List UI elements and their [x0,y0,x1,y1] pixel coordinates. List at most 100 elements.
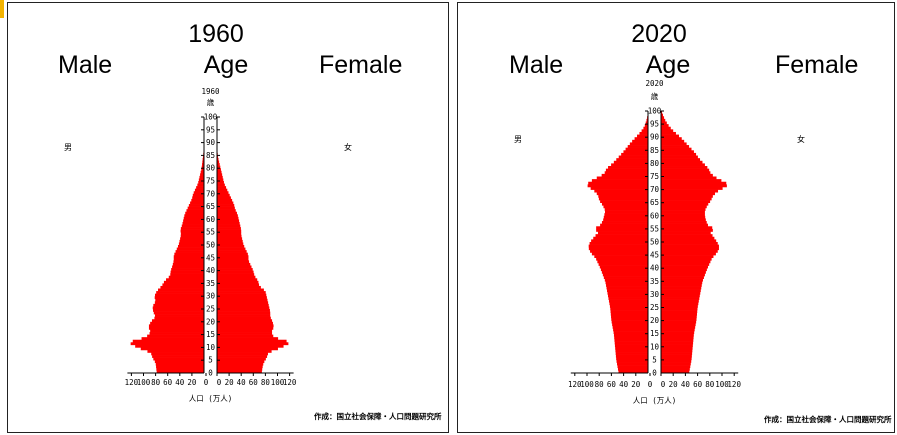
female-bar-age-92 [661,129,674,133]
female-bar-age-21 [217,316,271,320]
female-bar-age-51 [661,236,715,240]
female-bar-age-57 [217,224,241,228]
female-bar-age-27 [661,299,699,303]
female-bar-age-12 [217,339,287,343]
female-bar-age-18 [661,323,696,327]
female-bar-age-35 [661,278,703,282]
female-bar-age-2 [217,365,263,369]
female-bar-age-17 [661,325,696,329]
age-tick-label: 40 [650,264,660,273]
source-credit: 作成：国立社会保障・人口問題研究所 [764,414,892,424]
female-bar-age-39 [661,268,707,272]
female-bar-age-1 [661,367,690,371]
male-bar-age-56 [600,223,648,227]
female-bar-age-20 [217,319,273,323]
female-bar-age-72 [661,181,727,185]
female-bar-age-8 [217,349,272,353]
age-tick-label: 60 [206,215,216,224]
male-bar-age-4 [154,360,204,364]
x-tick-label: 100 [271,378,285,387]
female-bar-age-79 [661,163,705,167]
female-bar-age-15 [661,331,695,334]
age-tick-label: 55 [650,224,659,233]
male-bar-age-20 [611,317,648,321]
age-tick-label: 65 [206,202,215,211]
x-tick-label: 60 [163,378,173,387]
male-bar-age-83 [621,152,648,156]
male-bar-age-12 [614,338,648,342]
x-tick-label: 20 [669,380,679,389]
chart-panel-1960: 1960 Male Age Female 0 5 10 15 20 25 30 35 40 45 5… [7,2,449,433]
female-bar-age-60 [661,213,705,217]
female-bar-age-1 [217,367,263,371]
male-bar-age-3 [155,362,204,366]
female-bar-age-25 [217,306,270,310]
male-bar-age-51 [179,239,204,243]
male-bar-age-7 [615,352,648,355]
female-bar-age-90 [661,134,679,138]
male-bar-age-5 [616,357,648,361]
male-bar-age-25 [152,306,204,310]
female-bar-age-22 [217,314,271,317]
female-bar-age-73 [217,183,225,187]
male-bar-age-8 [147,349,204,353]
age-tick-label: 10 [650,342,660,351]
female-bar-age-98 [661,113,663,117]
male-bar-age-76 [199,175,204,179]
female-bar-age-69 [661,189,719,193]
age-tick-label: 15 [206,330,215,339]
female-bar-age-20 [661,317,697,321]
male-bar-age-36 [166,278,204,282]
male-bar-age-40 [171,268,204,271]
male-bar-age-57 [181,224,204,228]
x-tick-label: 120 [125,378,139,387]
male-bar-age-54 [596,228,648,232]
male-bar-age-65 [188,204,204,207]
male-bar-age-77 [200,173,204,177]
female-bar-age-38 [661,270,706,274]
female-bar-age-23 [217,311,271,315]
female-bar-age-71 [217,188,228,192]
male-bar-age-50 [591,239,648,243]
male-bar-age-73 [591,179,648,183]
age-tick-label: 75 [650,172,659,181]
female-bar-age-32 [217,288,264,292]
female-bar-age-48 [217,247,246,251]
male-bar-age-71 [194,188,204,192]
male-bar-age-96 [646,118,648,122]
female-bar-age-47 [217,250,247,253]
male-bar-age-32 [158,288,204,292]
male-bar-age-95 [645,121,648,125]
female-bar-age-62 [661,207,706,211]
age-tick-label: 65 [650,198,659,207]
x-tick-label: 0 [648,380,653,389]
female-bar-age-42 [217,262,251,266]
female-bar-age-93 [661,126,671,130]
male-bar-age-67 [191,198,204,202]
female-bar-age-9 [661,346,693,350]
male-bar-age-64 [601,202,648,206]
female-bar-age-41 [217,265,252,269]
male-bar-age-81 [202,163,204,166]
source-credit: 作成：国立社会保障・人口問題研究所 [314,411,442,421]
male-bar-age-53 [597,231,648,235]
population-pyramid-1960: 0 5 10 15 20 25 30 35 40 45 50 55 60 65 70 75 80 85 90 95 10… [64,87,442,421]
male-bar-age-67 [598,194,648,198]
age-tick-label: 50 [650,238,660,247]
female-bar-age-55 [217,229,242,233]
male-bar-age-29 [154,296,204,300]
male-bar-age-27 [154,301,204,305]
female-bar-age-58 [661,218,706,222]
male-bar-age-25 [609,304,648,308]
x-axis-label: 人口 (万人) [633,396,677,405]
male-bar-age-21 [154,316,204,320]
male-bar-age-80 [613,160,648,164]
male-bar-age-31 [156,291,204,294]
male-bar-age-74 [596,176,648,180]
male-bar-age-68 [192,196,204,200]
male-bar-age-86 [627,145,648,148]
female-bar-age-16 [661,328,695,332]
male-bar-age-16 [150,329,204,333]
female-bar-age-82 [661,155,698,159]
male-bar-age-20 [151,319,204,323]
